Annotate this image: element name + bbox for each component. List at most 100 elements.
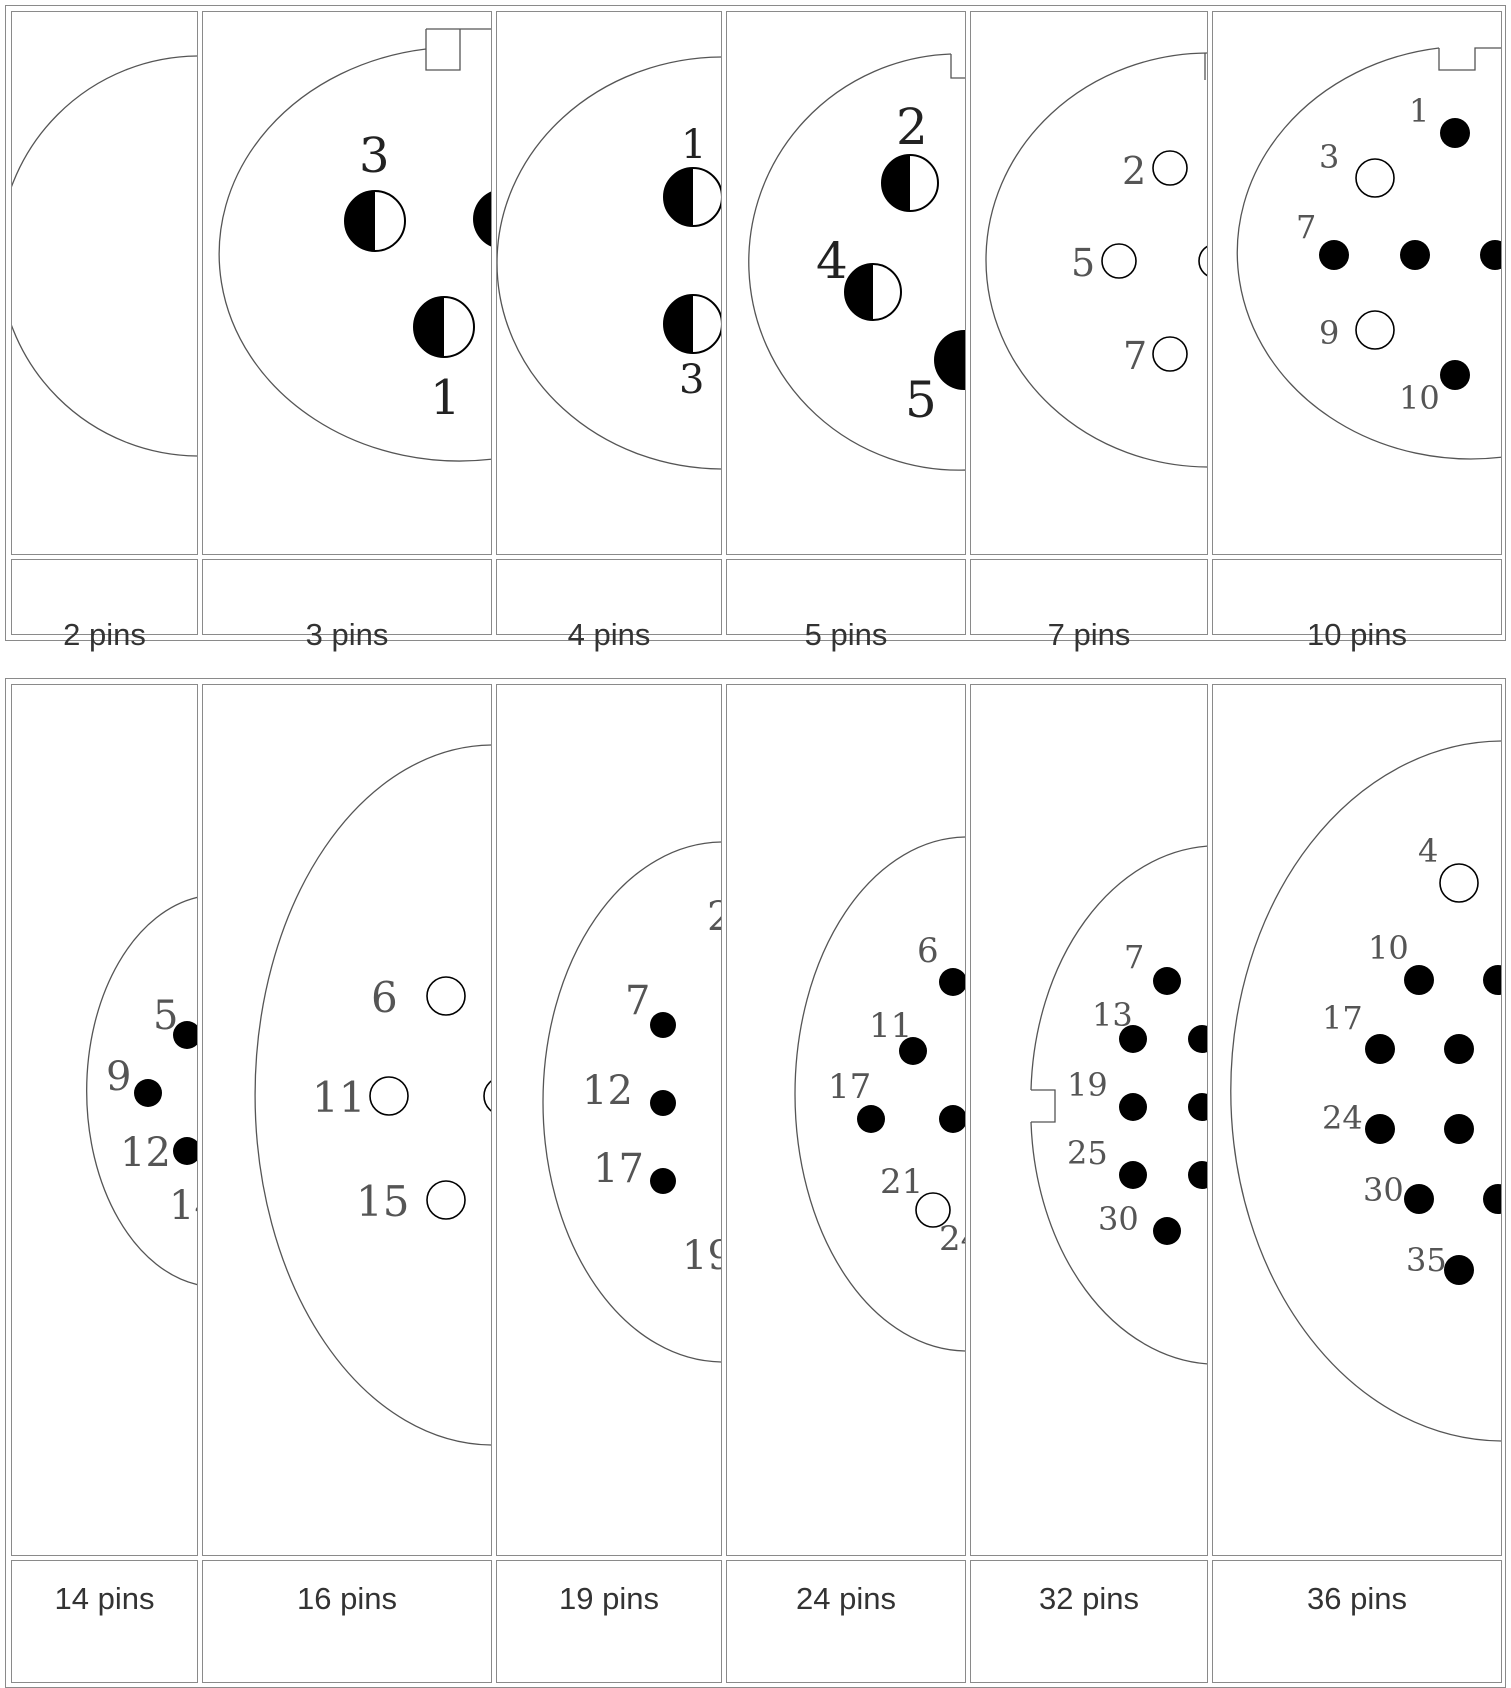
pin-label-3: 3: [679, 357, 704, 403]
pin-label-17: 17: [593, 1146, 644, 1192]
half-pin-1: [663, 167, 721, 227]
pin-15: [426, 1180, 466, 1220]
pin-label-4: 4: [816, 232, 848, 290]
pin-label-3: 3: [1319, 138, 1339, 176]
connector-diagram-3-pins: 3 1: [202, 11, 492, 555]
pin-13: [1119, 1025, 1147, 1053]
pin-partial: [483, 1080, 491, 1112]
pin-label-9: 9: [106, 1054, 131, 1100]
pin-label-5: 5: [1071, 241, 1095, 285]
pin-label-24: 24: [1322, 1099, 1363, 1137]
pin-label-7: 7: [1296, 208, 1316, 246]
pin-label-15: 15: [356, 1177, 409, 1226]
pin-30: [1153, 1217, 1181, 1245]
connector-outline: [1230, 740, 1501, 1442]
connector-outline: [497, 56, 721, 470]
connector-outline: [12, 55, 197, 457]
connector-outline: [542, 841, 721, 1363]
pin-label-1: 1: [430, 370, 461, 426]
half-pin-3: [663, 294, 721, 354]
pin-9: [134, 1079, 162, 1107]
pin-label-6: 6: [917, 931, 939, 971]
pin-label-11: 11: [869, 1006, 912, 1046]
pin-label-30: 30: [1363, 1171, 1404, 1209]
connector-diagram-5-pins: 2 4 5: [726, 11, 966, 555]
pin-5: [1101, 243, 1137, 279]
pin-11: [369, 1076, 409, 1116]
key-notch: [1031, 1089, 1056, 1123]
connector-outline: [86, 896, 197, 1286]
pin-label-17: 17: [1322, 999, 1363, 1037]
pin-label-1: 1: [681, 122, 706, 168]
pin-partial: [1198, 245, 1207, 277]
pin-11: [899, 1037, 927, 1065]
pin-count-label: 36 pins: [1212, 1560, 1502, 1683]
pin-partial: [1480, 240, 1501, 270]
pin-partial: [934, 330, 965, 390]
pin-3: [1355, 158, 1395, 198]
pin-label-5: 5: [153, 993, 178, 1039]
pin-label-7: 7: [625, 978, 650, 1024]
pin-10: [1404, 965, 1434, 995]
pin-8: [1400, 240, 1430, 270]
pin-10: [1440, 360, 1470, 390]
pin-9: [1355, 310, 1395, 350]
pin-label-2: 2: [707, 894, 722, 940]
pin-7: [1152, 336, 1188, 372]
pin-label-25: 25: [1067, 1134, 1108, 1172]
pin-label-5: 5: [905, 371, 937, 429]
pin-count-label: 19 pins: [496, 1560, 722, 1683]
pin-label-4: 4: [1418, 832, 1438, 870]
pin-17: [650, 1168, 676, 1194]
pin-label-6: 6: [371, 973, 398, 1022]
connector-outline: [218, 48, 491, 462]
pin-count-label: 16 pins: [202, 1560, 492, 1683]
pin-count-label: 14 pins: [11, 1560, 198, 1683]
pin-label-30: 30: [1098, 1200, 1139, 1238]
pin-label-1: 1: [1409, 92, 1429, 130]
pin-label-10: 10: [1368, 929, 1409, 967]
pin-12: [173, 1137, 197, 1165]
pin-label-21: 21: [880, 1162, 923, 1202]
pin-30: [1404, 1184, 1434, 1214]
connector-outline: [985, 52, 1207, 468]
connector-diagram-36-pins: 4 10 17 24 30 35: [1212, 684, 1502, 1556]
pin-7: [650, 1012, 676, 1038]
pin-1: [1440, 118, 1470, 148]
pin-partial: [1483, 1184, 1501, 1214]
pin-17: [857, 1105, 885, 1133]
key-notch: [425, 28, 491, 71]
pin-18: [939, 1105, 965, 1133]
pin-label-19: 19: [1067, 1066, 1108, 1104]
half-pin-2: [881, 154, 939, 212]
connector-diagram-14-pins: 5 9 12 14: [11, 684, 198, 1556]
pin-19: [1119, 1093, 1147, 1121]
connector-diagram-24-pins: 6 11 17 21 24: [726, 684, 966, 1556]
pin-label-35: 35: [1406, 1241, 1447, 1279]
pin-24: [1365, 1114, 1395, 1144]
pin-7: [1153, 967, 1181, 995]
pin-4: [1439, 863, 1479, 903]
connector-diagram-10-pins: 1 3 7 9 10: [1212, 11, 1502, 555]
pin-6: [939, 968, 965, 996]
connector-diagram-2-pins: [11, 11, 198, 555]
pin-label-2: 2: [896, 98, 928, 156]
connector-diagram-4-pins: 1 3: [496, 11, 722, 555]
pin-18: [1444, 1034, 1474, 1064]
connector-diagram-19-pins: 2 7 12 17 19: [496, 684, 722, 1556]
pin-21: [915, 1192, 951, 1228]
pin-count-label: 3 pins: [202, 559, 492, 652]
key-notch: [950, 54, 965, 79]
pin-count-label: 32 pins: [970, 1560, 1208, 1683]
pin-partial: [473, 191, 491, 247]
pin-26: [1188, 1161, 1207, 1189]
pin-25: [1119, 1161, 1147, 1189]
pin-14: [1188, 1025, 1207, 1053]
connector-outline: [794, 836, 965, 1352]
connector-outline: [1236, 47, 1501, 460]
pin-label-11: 11: [312, 1073, 365, 1122]
pin-label-12: 12: [120, 1130, 171, 1176]
pin-label-12: 12: [582, 1068, 633, 1114]
half-pin-4: [844, 263, 902, 321]
pin-25: [1444, 1114, 1474, 1144]
